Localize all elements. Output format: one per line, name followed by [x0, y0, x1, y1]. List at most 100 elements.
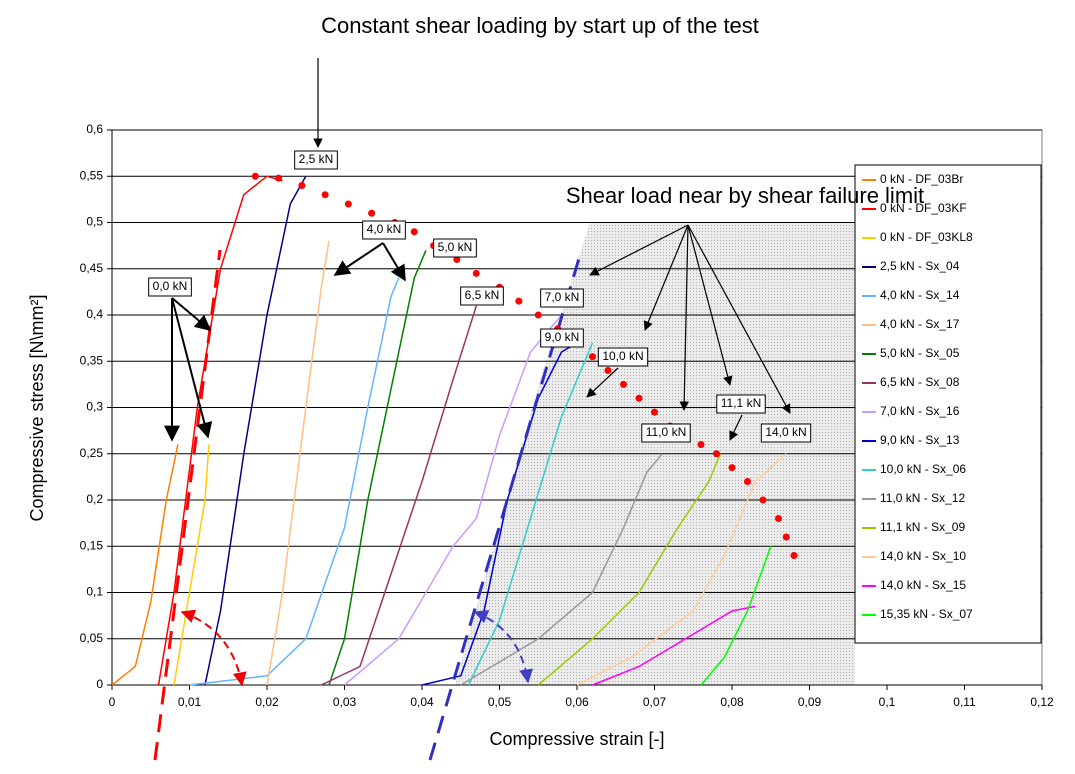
y-tick-label: 0,4: [86, 307, 103, 321]
x-tick-label: 0,04: [410, 695, 434, 709]
y-tick-label: 0,6: [86, 122, 103, 136]
series-line: [320, 305, 478, 686]
limit-point: [472, 269, 480, 277]
dashed-line: [428, 254, 582, 761]
series-line: [328, 250, 427, 686]
y-tick-label: 0,1: [86, 585, 103, 599]
label-frame: [716, 394, 766, 414]
annotation-label: 4,0 kN: [367, 222, 402, 236]
legend-label: 11,1 kN - Sx_09: [880, 520, 965, 534]
annotation-label: 11,1 kN: [721, 396, 761, 410]
annotation-label: 14,0 kN: [765, 425, 806, 439]
y-tick-label: 0: [96, 677, 103, 691]
limit-point: [744, 478, 751, 485]
legend-label: 9,0 kN - Sx_13: [880, 433, 960, 447]
x-tick-label: 0,1: [879, 695, 896, 709]
limit-point: [534, 311, 542, 319]
legend-label: 14,0 kN - Sx_15: [880, 578, 966, 592]
annotation-label: 2,5 kN: [299, 152, 334, 166]
label-frame: [148, 277, 192, 297]
series-line: [189, 277, 400, 686]
arrows: [164, 58, 791, 442]
limit-point: [321, 191, 329, 199]
limit-point: [275, 174, 283, 182]
arrow: [382, 242, 406, 282]
label-box: 2,5 kN: [294, 150, 338, 170]
limit-point: [728, 464, 736, 472]
limit-point: [790, 552, 798, 559]
label-box: 5,0 kN: [433, 238, 477, 258]
legend-label: 6,5 kN - Sx_08: [880, 375, 960, 389]
legend-label: 4,0 kN - Sx_14: [880, 288, 960, 302]
limit-point: [620, 380, 627, 388]
annotation: Shear load near by shear failure limit: [566, 183, 924, 208]
annotation-label: 6,5 kN: [465, 288, 500, 302]
arrow: [687, 224, 733, 386]
y-tick-label: 0,25: [80, 446, 104, 460]
label-box: 9,0 kN: [540, 328, 584, 348]
limit-point: [697, 441, 705, 448]
arrow: [729, 414, 743, 441]
series-line: [111, 444, 179, 686]
limit-point: [713, 450, 720, 458]
arrow: [586, 367, 619, 398]
annotation-label: 9,0 kN: [545, 330, 580, 344]
limit-point: [368, 209, 376, 217]
label-frame: [433, 238, 477, 258]
curved-arrow: [473, 610, 533, 684]
legend-label: 4,0 kN - Sx_17: [880, 317, 960, 331]
legend-label: 0 kN - DF_03Br: [880, 172, 963, 186]
limit-point: [651, 408, 658, 416]
y-tick-label: 0,5: [86, 215, 103, 229]
legend-label: 15,35 kN - Sx_07: [880, 607, 973, 621]
x-tick-label: 0,12: [1030, 695, 1054, 709]
label-box: 11,0 kN: [641, 423, 691, 443]
x-tick-label: 0,05: [488, 695, 512, 709]
annotation-label: 0,0 kN: [153, 279, 188, 293]
label-frame: [597, 347, 649, 367]
y-tick-label: 0,55: [80, 168, 104, 182]
label-box: 11,1 kN: [716, 394, 766, 414]
x-tick-label: 0,06: [565, 695, 589, 709]
legend-label: 5,0 kN - Sx_05: [880, 346, 960, 360]
legend-label: 10,0 kN - Sx_06: [880, 462, 966, 476]
series-line: [592, 605, 756, 686]
legend-label: 14,0 kN - Sx_10: [880, 549, 966, 563]
series-line: [537, 453, 722, 686]
label-frame: [460, 286, 504, 306]
limit-point: [410, 228, 418, 236]
arrow: [171, 297, 213, 439]
x-tick-label: 0,02: [255, 695, 279, 709]
limit-point: [515, 297, 523, 305]
label-box: 10,0 kN: [597, 347, 649, 367]
arrow: [589, 224, 689, 276]
series-line: [157, 175, 283, 686]
arrow: [687, 224, 791, 414]
x-axis-title: Compressive strain [-]: [489, 729, 664, 749]
x-tick-label: 0,08: [720, 695, 744, 709]
label-frame: [294, 150, 338, 170]
label-frame: [760, 423, 812, 443]
legend-label: 0 kN - DF_03KF: [880, 201, 967, 215]
series-line: [266, 240, 330, 686]
label-box: 6,5 kN: [460, 286, 504, 306]
x-tick-label: 0,09: [798, 695, 822, 709]
x-tick-label: 0,11: [953, 695, 976, 709]
arrow: [333, 242, 384, 276]
y-tick-label: 0,05: [80, 631, 104, 645]
x-tick-label: 0,01: [178, 695, 202, 709]
legend-label: 2,5 kN - Sx_04: [880, 259, 960, 273]
label-box: 7,0 kN: [540, 288, 584, 308]
y-axis-title: Compressive stress [N\mm²]: [27, 294, 47, 521]
limit-point: [604, 367, 612, 374]
y-tick-label: 0,35: [80, 353, 104, 367]
arrow: [643, 224, 689, 331]
label-box: 4,0 kN: [362, 220, 406, 240]
label-frame: [540, 328, 584, 348]
y-tick-label: 0,45: [80, 261, 104, 275]
x-tick-label: 0: [109, 695, 116, 709]
x-tick-label: 0,03: [333, 695, 357, 709]
y-tick-label: 0,15: [80, 538, 104, 552]
